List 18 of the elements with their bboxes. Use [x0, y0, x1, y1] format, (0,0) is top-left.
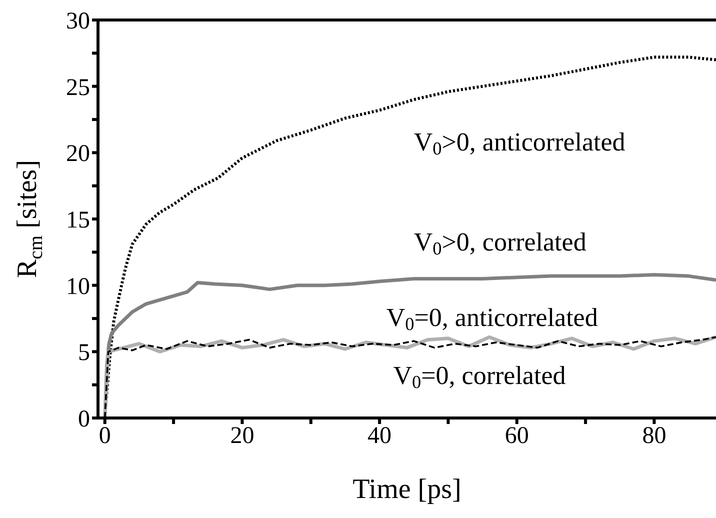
series-label: V$_{0}$=0, correlated	[393, 361, 566, 392]
x-tick-label: 20	[230, 423, 254, 450]
series-label: V$_{0}$>0, anticorrelated	[414, 128, 626, 158]
x-tick-label: 0	[98, 423, 111, 450]
x-tick-label: 40	[368, 423, 392, 450]
y-tick-label: 30	[66, 8, 90, 35]
series-label: V$_{0}$>0, correlated	[414, 228, 586, 258]
y-tick-label: 0	[78, 406, 90, 433]
y-tick-label: 20	[66, 141, 90, 168]
x-tick-label: 80	[642, 423, 666, 450]
y-tick-label: 15	[66, 208, 90, 234]
y-tick-label: 10	[66, 274, 90, 300]
y-tick-label: 5	[78, 340, 90, 366]
x-axis-title: Time [ps]	[352, 474, 462, 505]
x-tick-label: 60	[504, 423, 529, 450]
line-series	[103, 272, 716, 418]
series-label: V$_{0}$=0, anticorrelated	[386, 303, 598, 334]
y-tick-label: 25	[66, 74, 90, 101]
